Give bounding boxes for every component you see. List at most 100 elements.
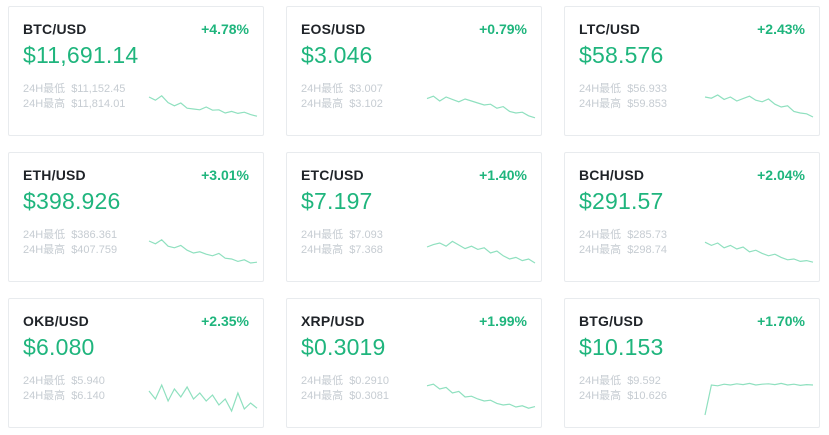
ticker-low-value: $11,152.45 — [71, 83, 126, 95]
ticker-price: $11,691.14 — [23, 42, 139, 68]
ticker-high-label: 24H最高 — [579, 244, 622, 256]
ticker-high-row: 24H最高 $407.759 — [23, 243, 117, 258]
ticker-high-value: $59.853 — [627, 98, 667, 110]
ticker-24h-stats: 24H最低 $11,152.45 24H最高 $11,814.01 — [23, 82, 125, 112]
ticker-low-value: $386.361 — [71, 229, 118, 241]
ticker-pair: BCH/USD — [579, 167, 645, 183]
sparkline-chart — [426, 240, 536, 264]
ticker-high-row: 24H最高 $10.626 — [579, 389, 667, 404]
ticker-low-label: 24H最低 — [23, 375, 66, 387]
ticker-change: +3.01% — [201, 167, 249, 183]
ticker-high-value: $11,814.01 — [71, 98, 126, 110]
sparkline-path — [426, 383, 536, 409]
ticker-24h-stats: 24H最低 $9.592 24H最高 $10.626 — [579, 374, 667, 404]
sparkline-chart — [426, 383, 536, 409]
ticker-pair: BTG/USD — [579, 313, 644, 329]
ticker-low-row: 24H最低 $9.592 — [579, 374, 667, 389]
sparkline-path — [426, 240, 536, 264]
ticker-change: +0.79% — [479, 21, 527, 37]
ticker-24h-stats: 24H最低 $5.940 24H最高 $6.140 — [23, 374, 105, 404]
ticker-card-btc[interactable]: BTC/USD +4.78% $11,691.14 24H最低 $11,152.4… — [8, 6, 264, 136]
ticker-24h-stats: 24H最低 $56.933 24H最高 $59.853 — [579, 82, 667, 112]
ticker-card-okb[interactable]: OKB/USD +2.35% $6.080 24H最低 $5.940 24H最高 $… — [8, 298, 264, 428]
ticker-pair: ETC/USD — [301, 167, 364, 183]
ticker-price: $398.926 — [23, 188, 121, 214]
ticker-low-value: $5.940 — [71, 375, 105, 387]
ticker-high-value: $6.140 — [71, 390, 105, 402]
ticker-high-row: 24H最高 $6.140 — [23, 389, 105, 404]
ticker-high-label: 24H最高 — [579, 98, 622, 110]
ticker-high-value: $7.368 — [349, 244, 383, 256]
ticker-24h-stats: 24H最低 $0.2910 24H最高 $0.3081 — [301, 374, 389, 404]
ticker-24h-stats: 24H最低 $285.73 24H最高 $298.74 — [579, 228, 667, 258]
ticker-price: $3.046 — [301, 42, 373, 68]
ticker-card-xrp[interactable]: XRP/USD +1.99% $0.3019 24H最低 $0.2910 24H最… — [286, 298, 542, 428]
ticker-24h-stats: 24H最低 $7.093 24H最高 $7.368 — [301, 228, 383, 258]
ticker-low-value: $285.73 — [627, 229, 667, 241]
ticker-low-row: 24H最低 $7.093 — [301, 228, 383, 243]
ticker-high-label: 24H最高 — [23, 244, 66, 256]
ticker-card-etc[interactable]: ETC/USD +1.40% $7.197 24H最低 $7.093 24H最高 $… — [286, 152, 542, 282]
ticker-low-value: $56.933 — [627, 83, 667, 95]
ticker-high-row: 24H最高 $7.368 — [301, 243, 383, 258]
ticker-card-btg[interactable]: BTG/USD +1.70% $10.153 24H最低 $9.592 24H最高… — [564, 298, 820, 428]
ticker-low-label: 24H最低 — [579, 83, 622, 95]
sparkline-path — [148, 383, 258, 413]
ticker-low-label: 24H最低 — [23, 83, 66, 95]
ticker-card-eos[interactable]: EOS/USD +0.79% $3.046 24H最低 $3.007 24H最高 $… — [286, 6, 542, 136]
ticker-low-label: 24H最低 — [301, 83, 344, 95]
ticker-high-row: 24H最高 $11,814.01 — [23, 97, 125, 112]
ticker-high-row: 24H最高 $298.74 — [579, 243, 667, 258]
ticker-low-value: $9.592 — [627, 375, 661, 387]
ticker-pair: ETH/USD — [23, 167, 86, 183]
ticker-high-label: 24H最高 — [23, 98, 66, 110]
ticker-high-label: 24H最高 — [301, 98, 344, 110]
ticker-low-label: 24H最低 — [579, 375, 622, 387]
ticker-low-row: 24H最低 $3.007 — [301, 82, 383, 97]
ticker-card-bch[interactable]: BCH/USD +2.04% $291.57 24H最低 $285.73 24H最… — [564, 152, 820, 282]
ticker-low-value: $0.2910 — [349, 375, 389, 387]
ticker-low-value: $7.093 — [349, 229, 383, 241]
sparkline-chart — [704, 241, 814, 263]
ticker-low-row: 24H最低 $285.73 — [579, 228, 667, 243]
sparkline-chart — [148, 95, 258, 117]
ticker-high-value: $407.759 — [71, 244, 118, 256]
ticker-price: $291.57 — [579, 188, 664, 214]
ticker-change: +4.78% — [201, 21, 249, 37]
ticker-high-label: 24H最高 — [301, 244, 344, 256]
ticker-pair: LTC/USD — [579, 21, 641, 37]
ticker-low-value: $3.007 — [349, 83, 383, 95]
ticker-price: $58.576 — [579, 42, 664, 68]
sparkline-chart — [704, 382, 814, 416]
sparkline-path — [426, 95, 536, 119]
ticker-high-label: 24H最高 — [579, 390, 622, 402]
ticker-high-value: $298.74 — [627, 244, 667, 256]
ticker-card-eth[interactable]: ETH/USD +3.01% $398.926 24H最低 $386.361 24… — [8, 152, 264, 282]
ticker-24h-stats: 24H最低 $3.007 24H最高 $3.102 — [301, 82, 383, 112]
ticker-card-ltc[interactable]: LTC/USD +2.43% $58.576 24H最低 $56.933 24H最… — [564, 6, 820, 136]
ticker-low-row: 24H最低 $386.361 — [23, 228, 117, 243]
ticker-price: $6.080 — [23, 334, 95, 360]
ticker-change: +1.99% — [479, 313, 527, 329]
sparkline-path — [704, 241, 814, 263]
ticker-high-label: 24H最高 — [301, 390, 344, 402]
ticker-pair: EOS/USD — [301, 21, 366, 37]
ticker-high-label: 24H最高 — [23, 390, 66, 402]
ticker-price: $0.3019 — [301, 334, 386, 360]
ticker-low-label: 24H最低 — [301, 375, 344, 387]
ticker-change: +2.43% — [757, 21, 805, 37]
ticker-low-row: 24H最低 $0.2910 — [301, 374, 389, 389]
sparkline-chart — [426, 95, 536, 119]
ticker-low-label: 24H最低 — [579, 229, 622, 241]
ticker-high-value: $10.626 — [627, 390, 667, 402]
ticker-price: $10.153 — [579, 334, 664, 360]
ticker-24h-stats: 24H最低 $386.361 24H最高 $407.759 — [23, 228, 117, 258]
sparkline-path — [148, 239, 258, 264]
ticker-low-label: 24H最低 — [301, 229, 344, 241]
sparkline-chart — [148, 383, 258, 413]
ticker-change: +1.70% — [757, 313, 805, 329]
ticker-change: +2.04% — [757, 167, 805, 183]
ticker-high-row: 24H最高 $0.3081 — [301, 389, 389, 404]
ticker-pair: OKB/USD — [23, 313, 89, 329]
